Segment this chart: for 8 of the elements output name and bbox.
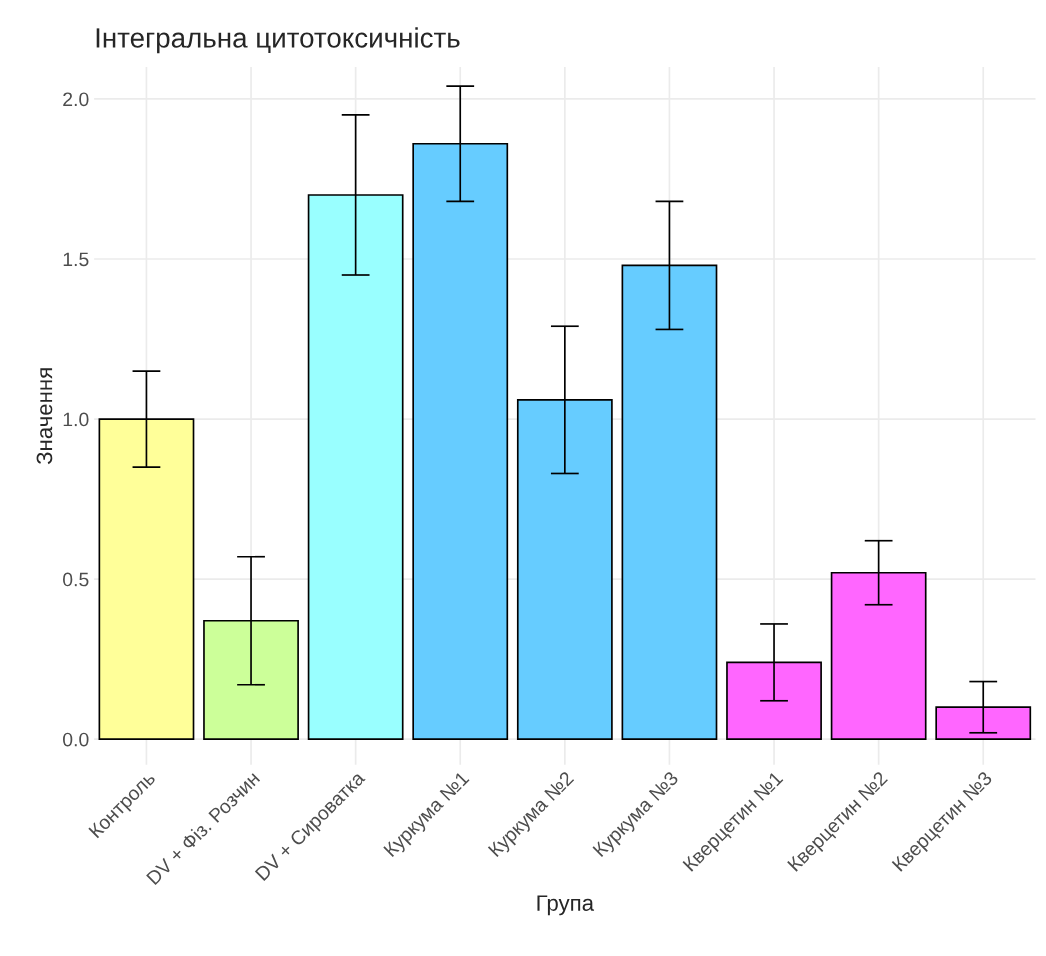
x-axis-title: Група <box>537 895 595 916</box>
y-tick-label: 0.0 <box>63 732 89 747</box>
y-axis-title: Значення <box>36 368 53 465</box>
y-tick-label: 1.0 <box>63 412 89 427</box>
y-tick-label: 2.0 <box>63 92 89 107</box>
y-tick-label: 1.5 <box>63 252 89 267</box>
chart-title: Інтегральна цитотоксичність <box>96 27 460 54</box>
y-tick-label: 0.5 <box>63 572 89 587</box>
